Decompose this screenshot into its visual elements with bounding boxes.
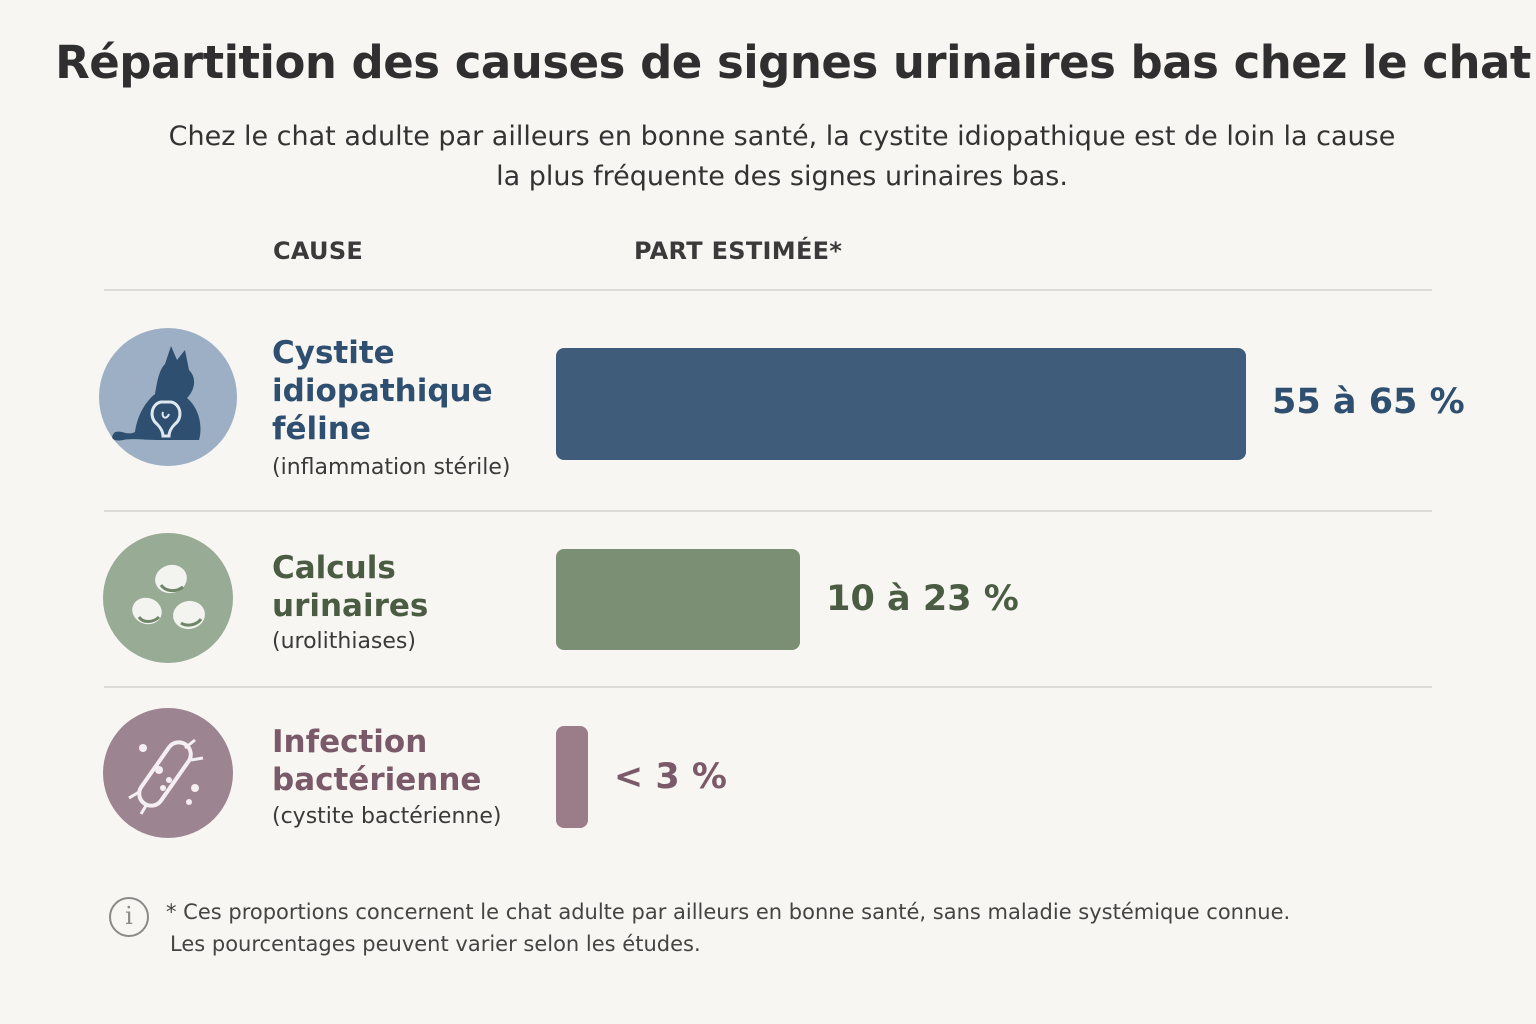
cause-name-line: urinaires [272,588,429,624]
bacterium-icon [103,708,233,838]
bar-label-cystite: 55 à 65 % [1272,382,1465,422]
cause-desc-calculs: (urolithiases) [272,629,416,654]
cause-name-infection: Infection bactérienne [272,723,481,799]
footnote: * Ces proportions concernent le chat adu… [166,896,1290,960]
cause-name-line: Calculs [272,550,396,586]
column-header-share: PART ESTIMÉE* [634,237,843,265]
cause-name-line: Cystite [272,335,395,371]
footnote-line-1: * Ces proportions concernent le chat adu… [166,900,1291,924]
bar-label-calculs: 10 à 23 % [826,579,1019,619]
cause-name-line: bactérienne [272,762,482,798]
column-header-cause: CAUSE [273,237,364,265]
cause-name-calculs: Calculs urinaires [272,549,428,625]
footnote-line-2: Les pourcentages peuvent varier selon le… [170,932,701,956]
bar-label-infection: < 3 % [613,757,727,797]
divider-top [104,289,1432,291]
subtitle-line-2: la plus fréquente des signes urinaires b… [496,161,1068,192]
divider-row-1 [104,510,1432,512]
bar-cystite [556,348,1246,460]
cause-desc-cystite: (inflammation stérile) [272,455,511,480]
bar-calculs [556,549,801,650]
cause-desc-infection: (cystite bactérienne) [272,804,502,829]
cause-name-line: Infection [272,724,428,760]
chart-title: Répartition des causes de signes urinair… [55,36,1531,89]
stones-icon [103,533,233,663]
chart-subtitle: Chez le chat adulte par ailleurs en bonn… [0,117,1536,197]
info-icon: i [109,897,149,937]
cause-name-cystite: Cystite idiopathique féline [272,334,493,448]
cause-name-line: féline [272,411,371,447]
cause-name-line: idiopathique [272,373,493,409]
subtitle-line-1: Chez le chat adulte par ailleurs en bonn… [168,121,1396,152]
divider-row-2 [104,686,1432,688]
cat-bladder-icon [99,328,237,466]
bar-infection [556,726,588,828]
